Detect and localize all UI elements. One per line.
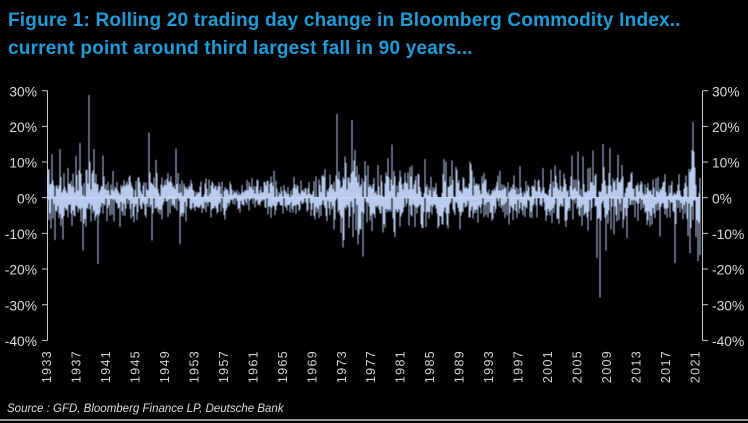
svg-text:-20%: -20% (712, 263, 744, 278)
svg-text:1989: 1989 (453, 350, 467, 383)
svg-text:1941: 1941 (99, 350, 113, 383)
svg-text:-20%: -20% (5, 263, 37, 278)
svg-text:2021: 2021 (688, 350, 702, 383)
svg-text:20%: 20% (9, 120, 37, 135)
svg-text:2001: 2001 (541, 350, 555, 383)
svg-text:1977: 1977 (364, 350, 378, 383)
svg-text:-10%: -10% (5, 227, 37, 242)
svg-text:2005: 2005 (571, 350, 585, 383)
svg-text:0%: 0% (17, 191, 37, 206)
svg-text:-10%: -10% (712, 227, 744, 242)
svg-text:1993: 1993 (482, 350, 496, 383)
svg-text:1953: 1953 (187, 350, 201, 383)
svg-text:2009: 2009 (600, 350, 614, 383)
svg-text:Figure 1: Rolling 20 trading d: Figure 1: Rolling 20 trading day change … (8, 10, 681, 31)
svg-text:1961: 1961 (246, 350, 260, 383)
svg-text:-40%: -40% (712, 334, 744, 349)
svg-text:1969: 1969 (305, 350, 319, 383)
svg-text:Source : GFD, Bloomberg Financ: Source : GFD, Bloomberg Finance LP, Deut… (7, 403, 285, 415)
svg-text:1965: 1965 (276, 350, 290, 383)
svg-text:1937: 1937 (70, 350, 84, 383)
svg-text:1985: 1985 (423, 350, 437, 383)
svg-text:10%: 10% (712, 156, 740, 171)
svg-text:current point around third lar: current point around third largest fall … (8, 38, 473, 59)
svg-text:30%: 30% (9, 84, 37, 99)
svg-text:1933: 1933 (40, 350, 54, 383)
svg-text:1945: 1945 (129, 350, 143, 383)
svg-text:2017: 2017 (659, 350, 673, 383)
svg-text:-30%: -30% (712, 298, 744, 313)
svg-text:2013: 2013 (630, 350, 644, 383)
svg-text:10%: 10% (9, 156, 37, 171)
svg-text:30%: 30% (712, 84, 740, 99)
svg-text:1981: 1981 (394, 350, 408, 383)
svg-text:1957: 1957 (217, 350, 231, 383)
svg-text:0%: 0% (712, 191, 732, 206)
svg-text:-40%: -40% (5, 334, 37, 349)
svg-text:20%: 20% (712, 120, 740, 135)
svg-text:1997: 1997 (512, 350, 526, 383)
svg-text:-30%: -30% (5, 298, 37, 313)
svg-text:1949: 1949 (158, 350, 172, 383)
svg-text:1973: 1973 (335, 350, 349, 383)
